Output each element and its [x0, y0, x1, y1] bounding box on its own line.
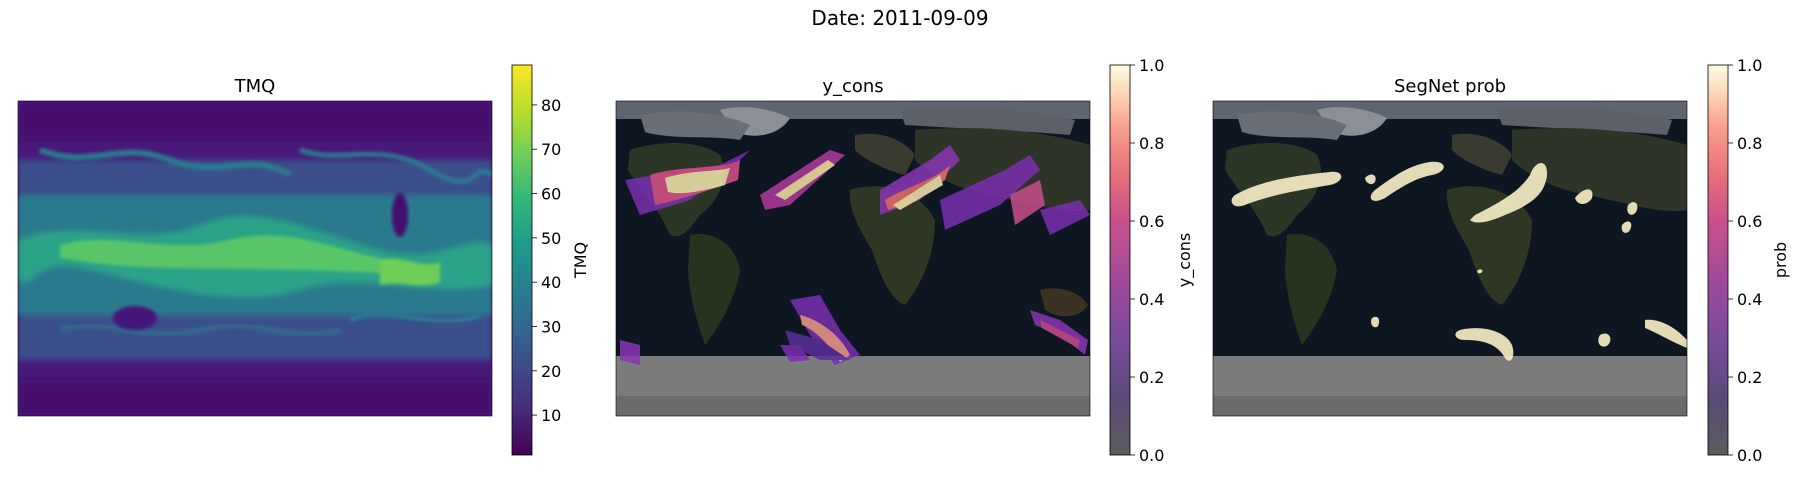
colorbar-tick-label: 0.2	[1139, 368, 1164, 387]
colorbar-y-cons: 0.0 0.2 0.4 0.6 0.8 1.0 y_cons	[1109, 56, 1195, 465]
colorbar-tick-label: 20	[541, 362, 561, 381]
panel-y-cons: y_cons	[615, 56, 1195, 465]
colorbar-gradient	[1109, 64, 1131, 456]
colorbar-tick-label: 60	[541, 185, 561, 204]
tmq-field-image	[18, 101, 492, 416]
panel-title: y_cons	[822, 76, 883, 97]
colorbar-tick-label: 0.6	[1139, 212, 1164, 231]
earth-map-image	[1213, 101, 1687, 416]
colorbar-label: prob	[1771, 242, 1790, 278]
earth-map-image	[616, 101, 1090, 416]
panel-title: TMQ	[234, 76, 276, 97]
colorbar-tick-label: 0.8	[1139, 134, 1164, 153]
colorbar-tick-label: 0.4	[1139, 290, 1164, 309]
colorbar-tick-label: 30	[541, 317, 561, 336]
colorbar-label: y_cons	[1175, 233, 1195, 288]
colorbar-tick-label: 0.8	[1737, 134, 1762, 153]
colorbar-tick-label: 0.0	[1139, 446, 1164, 465]
plot-frame	[615, 100, 1091, 417]
plot-frame	[1212, 100, 1688, 417]
plot-frame	[17, 100, 493, 417]
colorbar-tick-label: 0.4	[1737, 290, 1762, 309]
colorbar-tick-label: 1.0	[1737, 56, 1762, 75]
colorbar-tick-label: 1.0	[1139, 56, 1164, 75]
colorbar-segnet-prob: 0.0 0.2 0.4 0.6 0.8 1.0 prob	[1707, 56, 1790, 465]
panel-title: SegNet prob	[1394, 76, 1506, 97]
colorbar-tick-label: 80	[541, 96, 561, 115]
colorbar-tick-label: 40	[541, 273, 561, 292]
colorbar-ticks: 10 20 30 40 50 60 70 80	[532, 96, 561, 425]
colorbar-ticks: 0.0 0.2 0.4 0.6 0.8 1.0	[1728, 56, 1762, 465]
colorbar-tick-label: 50	[541, 229, 561, 248]
colorbar-gradient	[511, 64, 533, 456]
colorbar-tick-label: 70	[541, 140, 561, 159]
colorbar-tick-label: 0.0	[1737, 446, 1762, 465]
colorbar-tick-label: 10	[541, 406, 561, 425]
figure-title: Date: 2011-09-09	[811, 6, 988, 30]
panel-segnet-prob: SegNet prob	[1212, 56, 1790, 465]
colorbar-ticks: 0.0 0.2 0.4 0.6 0.8 1.0	[1130, 56, 1164, 465]
colorbar-gradient	[1707, 64, 1729, 456]
colorbar-label: TMQ	[571, 242, 590, 279]
colorbar-tick-label: 0.2	[1737, 368, 1762, 387]
colorbar-tmq: 10 20 30 40 50 60 70 80 TMQ	[511, 64, 590, 456]
colorbar-tick-label: 0.6	[1737, 212, 1762, 231]
